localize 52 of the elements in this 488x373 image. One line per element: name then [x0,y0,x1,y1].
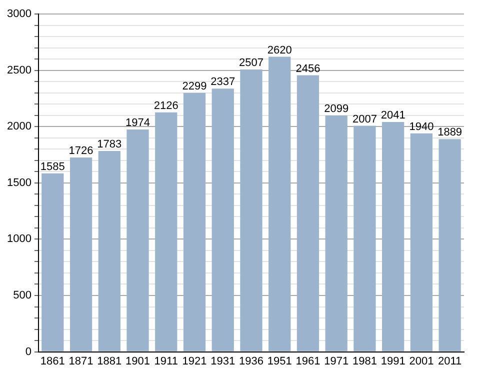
bar [268,56,291,352]
x-tick-label: 1991 [380,355,406,368]
data-label: 2041 [380,110,406,122]
data-label: 2007 [352,113,377,126]
data-label: 1940 [409,120,434,133]
y-tick-label: 2000 [6,120,32,133]
data-label: 1974 [126,117,150,130]
data-label: 2507 [238,57,264,70]
data-label: 2620 [267,44,292,56]
y-tick-label: 2500 [6,64,32,76]
bar [183,92,206,352]
x-tick-label: 1921 [182,355,207,368]
data-label: 1889 [438,126,462,139]
y-tick-label: 1500 [6,176,32,189]
bar [126,130,149,352]
y-tick-label: 500 [13,290,32,302]
bar [42,173,64,352]
x-tick-label: 1911 [154,355,178,368]
x-tick-label: 1861 [40,355,65,368]
data-label: 1726 [68,144,94,157]
data-label: 1585 [40,160,65,173]
bar [155,112,178,352]
x-tick-label: 1971 [324,355,349,368]
x-tick-label: 1951 [267,355,292,368]
data-label: 2337 [210,76,236,88]
x-tick-label: 2011 [438,355,462,368]
bar [70,157,92,352]
x-tick-label: 1881 [97,355,122,368]
bar [382,122,404,352]
x-tick-label: 1961 [296,355,320,368]
x-tick-label: 1936 [238,355,264,368]
y-tick-label: 0 [25,346,32,358]
data-label: 1783 [97,138,122,151]
x-tick-label: 2001 [409,355,434,368]
bar [410,133,433,352]
y-tick-label: 1000 [6,233,32,246]
bar [240,70,262,352]
data-label: 2456 [296,62,320,75]
bar [438,139,461,352]
bar [296,75,320,352]
y-tick-label: 3000 [6,8,32,20]
x-tick-label: 1931 [210,355,236,368]
x-tick-label: 1981 [352,355,377,368]
data-label: 2126 [154,100,178,112]
bar [98,151,120,352]
bar [354,126,376,352]
x-tick-label: 1871 [68,355,94,368]
bar [325,115,348,352]
data-label: 2099 [324,102,349,115]
bar [212,88,234,352]
data-label: 2299 [182,80,207,92]
x-tick-label: 1901 [126,355,150,368]
